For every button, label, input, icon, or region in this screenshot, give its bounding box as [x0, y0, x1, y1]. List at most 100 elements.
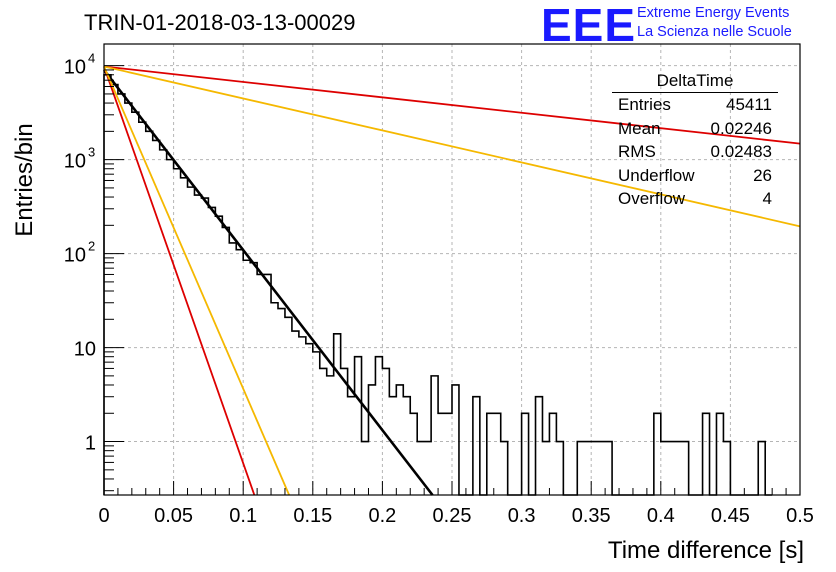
logo-line-1: Extreme Energy Events [637, 5, 790, 21]
y-tick-label: 10 [74, 339, 96, 361]
stats-label: Overflow [618, 189, 686, 208]
histogram-bar [417, 442, 424, 495]
stats-box: DeltaTime Entries 45411 Mean 0.02246 RMS 0.… [612, 70, 778, 211]
x-tick-label: 0.4 [647, 505, 675, 527]
stats-value: 45411 [725, 95, 772, 114]
x-tick-label: 0.45 [711, 505, 750, 527]
eee-logo: EEE [541, 0, 637, 51]
histogram-bar [403, 397, 410, 495]
histogram-bar [341, 368, 348, 495]
y-tick-label: 10 [64, 245, 86, 267]
histogram-bar [591, 442, 598, 495]
histogram-bar [494, 413, 501, 495]
chart-title: TRIN-01-2018-03-13-00029 [84, 10, 356, 35]
reference-line [103, 65, 801, 145]
histogram-bar [556, 442, 563, 495]
histogram-bar [501, 442, 508, 495]
histogram-bar [292, 331, 299, 495]
histogram-bar [348, 397, 355, 495]
x-tick-label: 0.15 [293, 505, 332, 527]
histogram-bar [487, 413, 494, 495]
histogram-bar [368, 385, 375, 495]
x-tick-label: 0.1 [229, 505, 257, 527]
histogram-bar [243, 260, 250, 495]
stats-row: Mean 0.02246 [612, 117, 778, 141]
histogram-bar [473, 397, 480, 495]
histogram-bar [410, 413, 417, 495]
histogram-bar [549, 413, 556, 495]
stats-row: Underflow 26 [612, 164, 778, 188]
histogram-bar [675, 442, 682, 495]
histogram-bar [334, 334, 341, 495]
stats-row: RMS 0.02483 [612, 140, 778, 164]
histogram-bar [174, 169, 181, 495]
stats-label: Mean [618, 118, 661, 138]
histogram-bar [716, 413, 723, 495]
logo-line-2: La Scienza nelle Scuole [637, 24, 792, 40]
histogram-bar [250, 263, 257, 495]
histogram-bar [208, 207, 215, 495]
histogram-bar [306, 344, 313, 495]
stats-row: Overflow 4 [612, 187, 778, 211]
histogram-bar [522, 413, 529, 495]
x-tick-labels: 0 0.05 0.1 0.15 0.2 0.25 0.3 0.35 0.4 0.45 0.5 [98, 505, 813, 527]
reference-line [103, 65, 801, 228]
histogram-bar [605, 442, 612, 495]
fit-lines [102, 65, 801, 496]
histogram-bar [431, 376, 438, 495]
histogram-bar [299, 337, 306, 495]
y-tick-label: 10 [64, 151, 86, 173]
histogram-bar [362, 442, 369, 495]
histogram-bar [104, 75, 111, 495]
x-tick-label: 0.5 [786, 505, 814, 527]
y-tick-exponent: 2 [88, 239, 95, 254]
histogram-bar [194, 195, 201, 495]
x-tick-label: 0.05 [154, 505, 193, 527]
histogram-bar [132, 112, 139, 495]
stats-value: 26 [753, 165, 772, 185]
histogram-bar [257, 274, 264, 495]
fit-line [102, 69, 434, 496]
x-tick-label: 0 [98, 505, 109, 527]
axis-ticks [103, 65, 801, 495]
histogram-bar [125, 103, 132, 495]
histogram-bar [264, 274, 271, 495]
stats-label: Entries [618, 95, 671, 114]
x-tick-label: 0.25 [433, 505, 472, 527]
histogram-bar [111, 85, 118, 495]
reference-line [103, 66, 290, 496]
histogram-bar [452, 385, 459, 495]
histogram-bar [445, 413, 452, 495]
x-tick-label: 0.35 [572, 505, 611, 527]
histogram-bar [396, 385, 403, 495]
y-tick-label: 1 [85, 433, 96, 455]
histogram-bar [438, 413, 445, 495]
stats-label: RMS [618, 142, 656, 161]
histogram-bar [278, 309, 285, 495]
stats-value: 0.02483 [710, 142, 772, 161]
histogram-bar [661, 442, 668, 495]
histogram-bar [327, 376, 334, 495]
stats-value: 0.02246 [710, 118, 772, 138]
histogram-bar [577, 442, 584, 495]
histogram-bar [355, 357, 362, 495]
histogram-bar [584, 442, 591, 495]
stats-row: Entries 45411 [612, 93, 778, 117]
histogram-bar [668, 442, 675, 495]
histogram-bar [598, 442, 605, 495]
histogram-bar [320, 368, 327, 495]
histogram-bar [167, 160, 174, 495]
y-tick-exponent: 4 [88, 51, 95, 66]
histogram-bar [181, 178, 188, 495]
histogram-bar [542, 442, 549, 495]
histogram-bar [654, 413, 661, 495]
histogram-bar [215, 216, 222, 495]
histogram-bar [188, 187, 195, 495]
y-axis-label: Entries/bin [11, 123, 38, 236]
grid-lines [104, 44, 800, 495]
histogram-bar [313, 352, 320, 495]
histogram-bar [285, 317, 292, 495]
histogram-bar [682, 442, 689, 495]
